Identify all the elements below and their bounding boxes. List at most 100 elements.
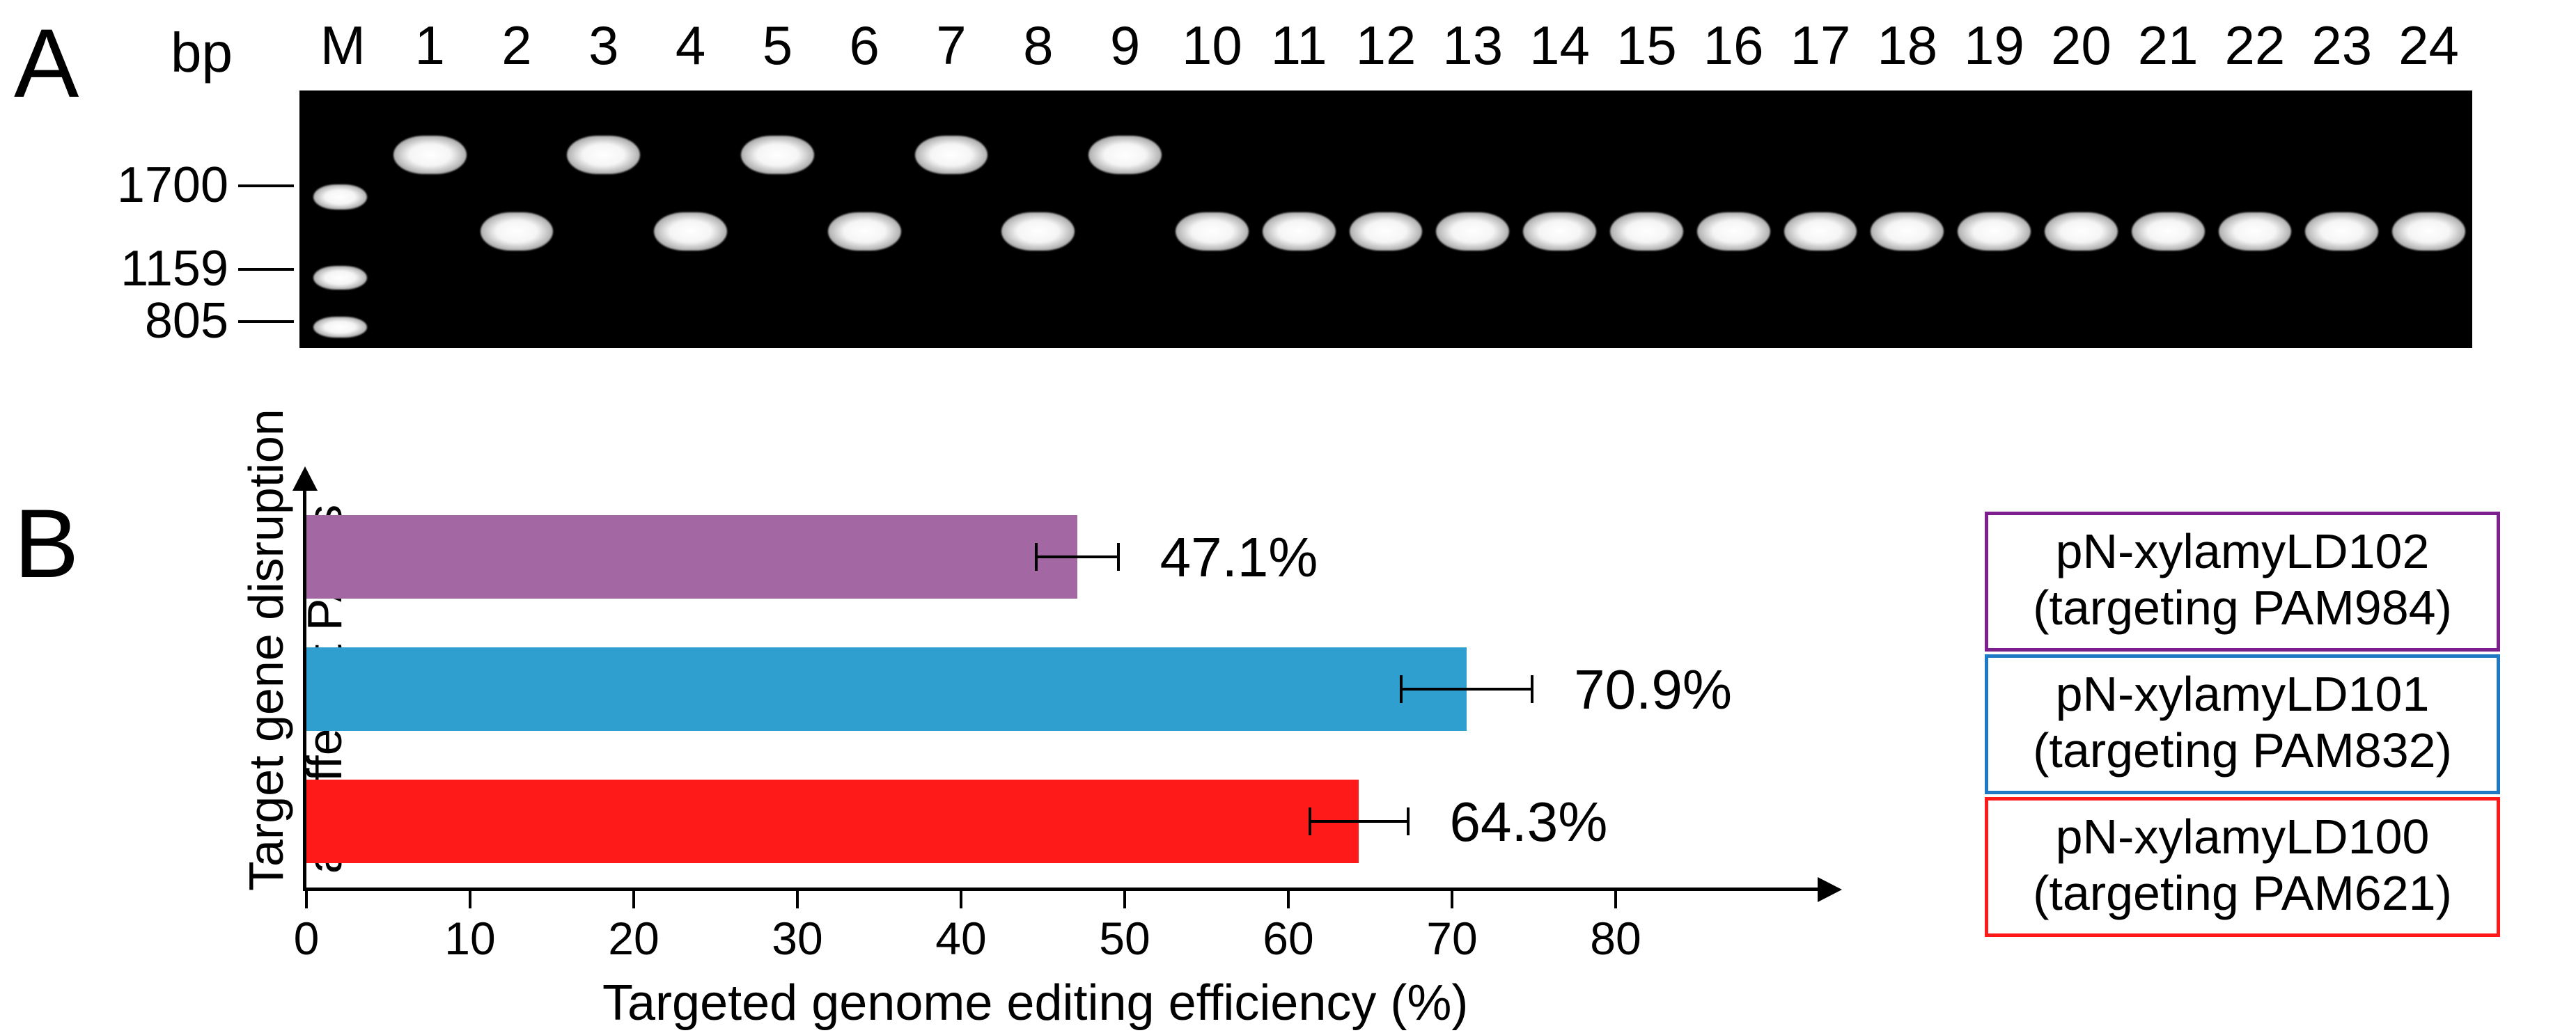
gel-band — [1697, 212, 1770, 251]
panel-b-letter: B — [14, 487, 79, 600]
gel-band — [393, 136, 467, 174]
x-axis — [303, 888, 1821, 891]
gel-image — [299, 90, 2472, 348]
gel-lane-label: 1 — [387, 14, 474, 84]
gel-lane-label: 17 — [1777, 14, 1864, 84]
gel-lane-label: 16 — [1690, 14, 1777, 84]
ladder-label-1159: 1159 — [89, 240, 228, 297]
gel-lane-labels: M123456789101112131415161718192021222324 — [299, 14, 2472, 84]
x-tick — [1287, 891, 1290, 908]
gel-band — [2132, 212, 2205, 251]
error-cap — [1035, 543, 1038, 571]
gel-lane-label: 15 — [1603, 14, 1690, 84]
gel-band — [2392, 212, 2465, 251]
gel-band — [1436, 212, 1509, 251]
x-tick-label: 20 — [599, 912, 669, 965]
gel-band — [1088, 136, 1162, 174]
error-cap — [1309, 807, 1311, 835]
legend-box: pN-xylamyLD100(targeting PAM621) — [1985, 797, 2500, 937]
bar-chart: Target gene disruption at different PAMs… — [303, 487, 1849, 947]
legend-box: pN-xylamyLD102(targeting PAM984) — [1985, 512, 2500, 652]
gel-lane-label: 12 — [1343, 14, 1430, 84]
x-tick — [960, 891, 962, 908]
bar — [306, 515, 1077, 599]
gel-lane-label: 13 — [1429, 14, 1516, 84]
error-bar — [1310, 820, 1408, 823]
x-tick-label: 30 — [763, 912, 832, 965]
gel-band — [1350, 212, 1423, 251]
gel-band — [481, 212, 554, 251]
gel-lane-label: 14 — [1516, 14, 1603, 84]
bar — [306, 780, 1359, 863]
gel-band — [741, 136, 814, 174]
error-cap — [1400, 675, 1403, 703]
x-tick-label: 40 — [926, 912, 996, 965]
ladder-label-805: 805 — [89, 292, 228, 349]
gel-lane-label: M — [299, 14, 387, 84]
legend-line2: (targeting PAM832) — [2009, 723, 2476, 779]
x-tick — [1451, 891, 1453, 908]
gel-band — [915, 136, 988, 174]
x-tick-label: 60 — [1254, 912, 1323, 965]
error-cap — [1117, 543, 1120, 571]
bar-value-label: 70.9% — [1574, 658, 1732, 722]
gel-band — [1784, 212, 1857, 251]
gel-lane-label: 3 — [560, 14, 647, 84]
bar — [306, 647, 1467, 731]
gel-lane-label: 5 — [734, 14, 821, 84]
ladder-tick — [238, 184, 294, 187]
gel-band-ladder — [313, 266, 367, 290]
x-axis-arrow — [1818, 877, 1842, 902]
error-cap — [1407, 807, 1410, 835]
legend-line2: (targeting PAM621) — [2009, 865, 2476, 922]
x-tick-label: 70 — [1417, 912, 1487, 965]
x-tick — [469, 891, 471, 908]
x-tick-label: 80 — [1581, 912, 1650, 965]
gel-band — [1610, 212, 1683, 251]
gel-band — [1263, 212, 1336, 251]
gel-lane-label: 8 — [994, 14, 1082, 84]
x-tick-label: 50 — [1090, 912, 1160, 965]
bar-value-label: 64.3% — [1450, 790, 1608, 854]
gel-band — [654, 212, 727, 251]
bar-value-label: 47.1% — [1160, 526, 1318, 590]
x-tick-label: 0 — [272, 912, 341, 965]
gel-band — [2219, 212, 2292, 251]
figure: A B bp M12345678910111213141516171819202… — [0, 0, 2576, 1033]
legend-line1: pN-xylamyLD101 — [2009, 666, 2476, 723]
gel-lane-label: 4 — [647, 14, 734, 84]
x-tick — [305, 891, 308, 908]
panel-a-letter: A — [14, 7, 79, 120]
gel-lane-label: 9 — [1082, 14, 1169, 84]
gel-band-ladder — [313, 184, 367, 210]
gel-band — [2045, 212, 2118, 251]
gel-lane-label: 20 — [2038, 14, 2125, 84]
gel-lane-label: 11 — [1256, 14, 1343, 84]
legend-line1: pN-xylamyLD102 — [2009, 523, 2476, 580]
gel-band — [1871, 212, 1944, 251]
gel-lane-label: 6 — [821, 14, 908, 84]
y-axis-title-line1: Target gene disruption — [237, 487, 295, 891]
gel-band — [2305, 212, 2378, 251]
ladder-tick — [238, 320, 294, 323]
gel-band — [1958, 212, 2031, 251]
error-cap — [1531, 675, 1533, 703]
gel-band — [1176, 212, 1249, 251]
gel-lane-label: 21 — [2125, 14, 2212, 84]
gel-lane-label: 10 — [1169, 14, 1256, 84]
bp-label: bp — [171, 21, 233, 85]
gel-band — [828, 212, 901, 251]
ladder-tick — [238, 268, 294, 271]
gel-lane-label: 22 — [2212, 14, 2299, 84]
gel-band — [567, 136, 640, 174]
gel-lane-label: 23 — [2298, 14, 2385, 84]
legend-line2: (targeting PAM984) — [2009, 580, 2476, 636]
gel-lane-label: 19 — [1951, 14, 2038, 84]
gel-lane-label: 7 — [908, 14, 995, 84]
gel-band — [1523, 212, 1596, 251]
gel-lane-label: 18 — [1864, 14, 1951, 84]
x-tick — [796, 891, 799, 908]
legend-line1: pN-xylamyLD100 — [2009, 809, 2476, 865]
gel-lane-label: 24 — [2385, 14, 2472, 84]
legend-box: pN-xylamyLD101(targeting PAM832) — [1985, 654, 2500, 794]
